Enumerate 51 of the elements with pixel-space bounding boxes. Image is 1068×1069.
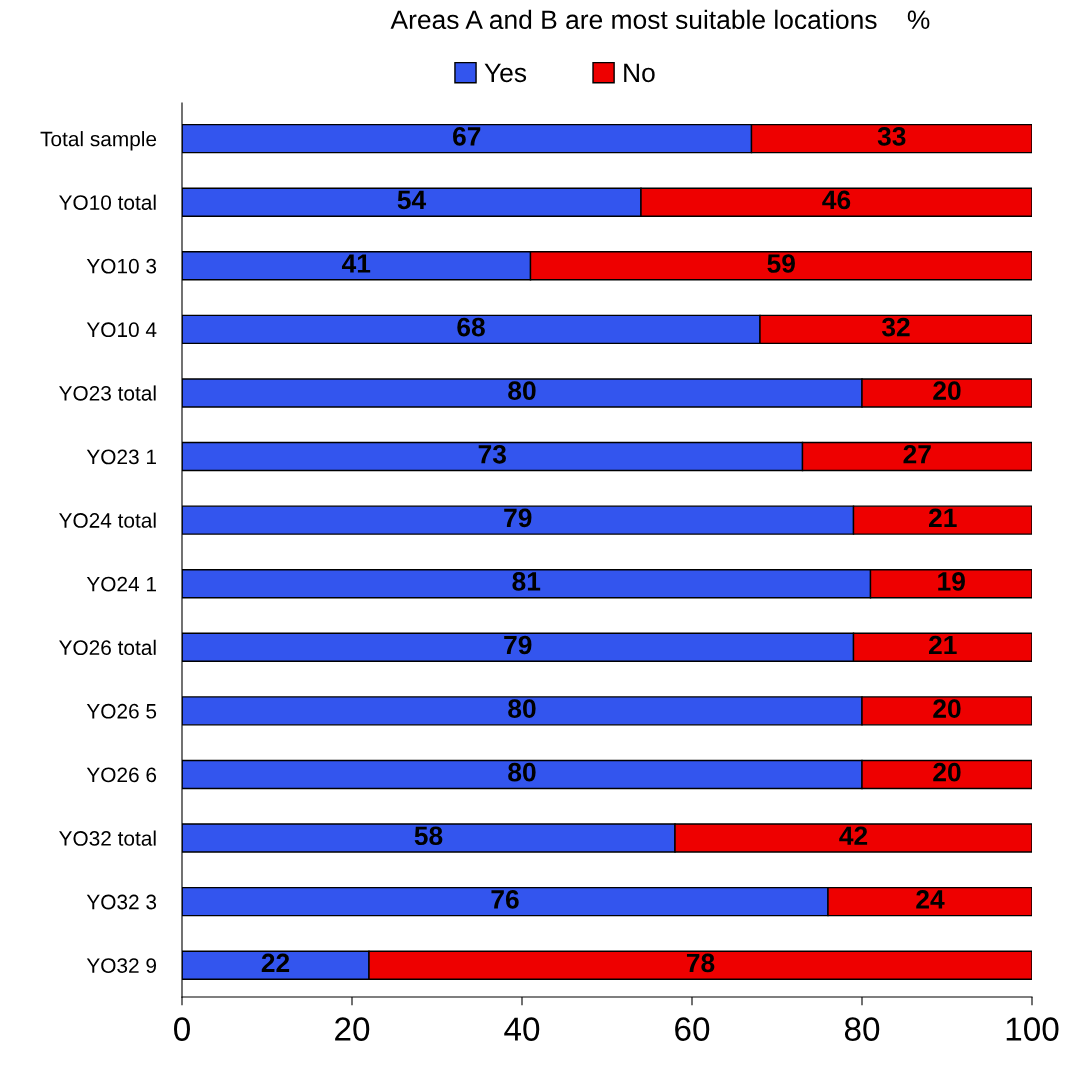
x-tick-label: 20 bbox=[335, 1017, 370, 1041]
data-label: 33 bbox=[877, 127, 906, 146]
y-tick-label: YO32 total bbox=[59, 830, 156, 846]
legend-label: No bbox=[624, 63, 655, 83]
data-label: 79 bbox=[504, 508, 532, 528]
y-tick-label: Total sample bbox=[40, 131, 157, 151]
y-tick-label: YO26 6 bbox=[86, 767, 157, 783]
data-label: 81 bbox=[512, 572, 541, 591]
x-tick-label: 40 bbox=[504, 1017, 540, 1041]
data-label: 20 bbox=[933, 762, 961, 782]
x-tick-label: 80 bbox=[844, 1017, 880, 1041]
data-label: 76 bbox=[491, 890, 519, 909]
data-label: 20 bbox=[933, 699, 961, 718]
data-label: 78 bbox=[686, 953, 715, 973]
data-label: 59 bbox=[767, 254, 795, 273]
x-tick-label: 0 bbox=[174, 1017, 190, 1041]
data-label: 79 bbox=[504, 635, 532, 655]
data-label: 80 bbox=[508, 381, 536, 401]
y-tick-label: YO32 3 bbox=[86, 894, 157, 910]
y-tick-label: YO24 1 bbox=[86, 576, 156, 592]
y-tick-label: YO10 3 bbox=[86, 258, 157, 274]
y-tick-label: YO26 5 bbox=[86, 703, 157, 719]
data-label: 80 bbox=[508, 699, 536, 718]
data-label: 54 bbox=[397, 190, 427, 210]
data-label: 24 bbox=[916, 890, 945, 909]
data-label: 41 bbox=[341, 254, 371, 273]
data-label: 58 bbox=[414, 826, 443, 846]
x-tick-label: 60 bbox=[675, 1017, 710, 1041]
y-tick-label: YO32 9 bbox=[86, 958, 157, 973]
data-label: 27 bbox=[903, 444, 931, 464]
data-label: 19 bbox=[938, 572, 965, 591]
data-label: 68 bbox=[457, 317, 485, 337]
data-label: 21 bbox=[928, 508, 957, 527]
y-tick-label: YO10 total bbox=[59, 194, 156, 210]
y-tick-label: YO23 total bbox=[59, 385, 156, 401]
data-label: 42 bbox=[839, 826, 868, 845]
data-label: 46 bbox=[822, 190, 851, 210]
data-label: 67 bbox=[453, 127, 481, 146]
chart-title: Areas A and B are most suitable locations % bbox=[390, 9, 930, 30]
data-label: 32 bbox=[881, 317, 910, 337]
y-tick-label: YO23 1 bbox=[86, 449, 156, 465]
y-tick-label: YO26 total bbox=[59, 639, 156, 656]
legend-label: Yes bbox=[484, 63, 527, 83]
data-label: 21 bbox=[928, 635, 957, 655]
x-tick-label: 100 bbox=[1006, 1017, 1059, 1041]
data-label: 20 bbox=[933, 381, 961, 401]
data-label: 80 bbox=[508, 762, 536, 782]
data-label: 22 bbox=[261, 953, 290, 973]
y-tick-label: YO10 4 bbox=[86, 322, 157, 338]
data-label: 73 bbox=[478, 444, 506, 464]
y-tick-label: YO24 total bbox=[59, 512, 156, 528]
